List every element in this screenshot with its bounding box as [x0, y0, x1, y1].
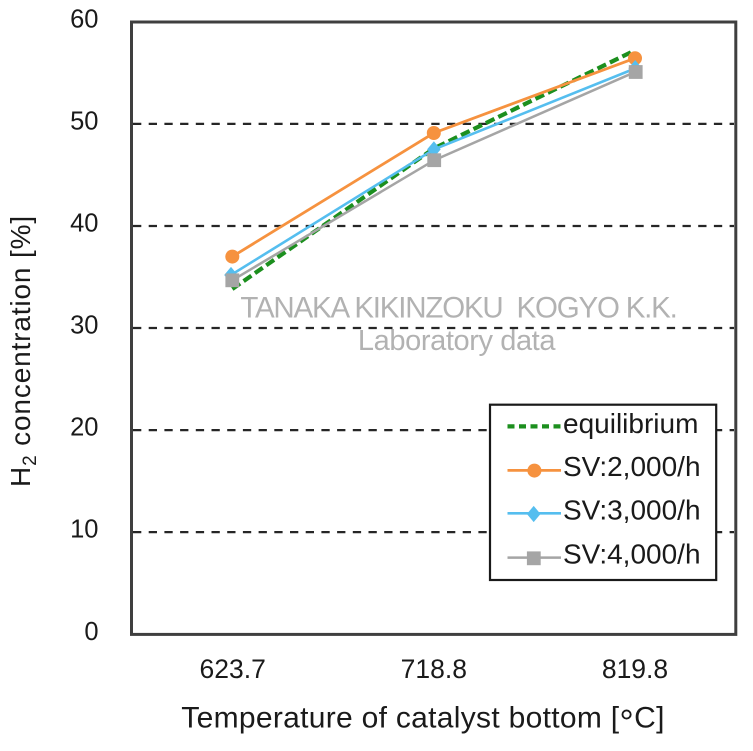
svg-text:0: 0	[84, 618, 98, 646]
svg-text:623.7: 623.7	[200, 654, 266, 684]
svg-text:TANAKA KIKINZOKU KOGYO K.K.: TANAKA KIKINZOKU KOGYO K.K.	[240, 292, 676, 325]
svg-text:Laboratory data: Laboratory data	[358, 325, 556, 357]
svg-text:819.8: 819.8	[602, 654, 668, 684]
svg-text:40: 40	[70, 210, 98, 238]
svg-text:30: 30	[70, 312, 98, 340]
svg-text:equilibrium: equilibrium	[563, 408, 698, 439]
svg-text:SV:2,000/h: SV:2,000/h	[563, 451, 701, 482]
svg-text:SV:4,000/h: SV:4,000/h	[563, 538, 701, 569]
svg-text:60: 60	[70, 6, 98, 34]
svg-text:20: 20	[70, 414, 98, 442]
svg-text:SV:3,000/h: SV:3,000/h	[563, 494, 701, 525]
svg-text:10: 10	[70, 516, 98, 544]
svg-text:H2 concentration [%]: H2 concentration [%]	[5, 215, 41, 487]
svg-text:718.8: 718.8	[401, 654, 467, 684]
svg-text:50: 50	[70, 108, 98, 136]
